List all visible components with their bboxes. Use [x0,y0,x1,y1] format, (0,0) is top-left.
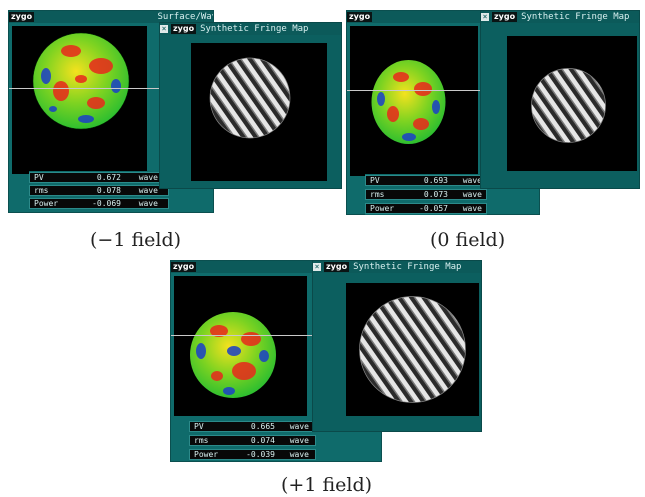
fringe-map-title: Synthetic Fringe Map [200,24,309,34]
zygo-logo: zygo [347,12,373,22]
stat-value: 0.665 [250,422,275,431]
stat-value: 0.672 [96,173,121,182]
stat-unit: wave [462,190,482,199]
stats-panel: PV 0.672 wave rms 0.078 wave Power -0.06… [29,171,169,209]
close-icon[interactable]: × [481,12,489,21]
profile-line [171,335,321,336]
stat-label: rms [370,190,385,199]
surface-map-plot [32,32,130,130]
stat-row-power: Power -0.057 wave [365,203,487,214]
stat-value: 0.073 [423,190,448,199]
stat-unit: wave [462,204,482,213]
stat-value: -0.069 [92,199,121,208]
stats-panel: PV 0.693 wave rms 0.073 wave Power -0.05… [365,174,487,215]
stat-label: Power [370,204,395,213]
surface-map-plot [371,60,446,144]
stat-row-pv: PV 0.672 wave [29,172,169,183]
caption-minus-1-field: (−1 field) [90,229,182,251]
stat-row-rms: rms 0.074 wave [189,435,316,446]
profile-line [347,90,482,91]
fringe-map-titlebar[interactable]: × zygo Synthetic Fringe Map [160,23,341,35]
fringe-map-window[interactable]: × zygo Synthetic Fringe Map [480,10,640,189]
stat-value: -0.057 [419,204,448,213]
zygo-logo: zygo [324,262,350,272]
surface-map-title: Surface/Wavefront Map [157,12,213,22]
stat-value: 0.693 [423,176,448,185]
stat-unit: wave [138,199,158,208]
zygo-logo: zygo [171,24,197,34]
stats-panel: PV 0.665 wave rms 0.074 wave Power -0.03… [189,419,316,461]
fringe-map-title: Synthetic Fringe Map [521,12,630,22]
stat-unit: wave [138,173,158,182]
stat-label: rms [34,186,49,195]
stat-row-power: Power -0.069 wave [29,198,169,209]
stat-value: -0.039 [246,450,275,459]
stat-label: Power [34,199,59,208]
fringe-map-plot [531,68,606,143]
panel-plus-1-field: zygo PV 0.665 wave [170,260,482,462]
map-red-patches [53,45,113,109]
stat-unit: wave [289,422,309,431]
zygo-logo: zygo [9,12,35,22]
stat-unit: wave [138,186,158,195]
stat-label: PV [34,173,44,182]
map-blue-patches [41,68,121,123]
fringe-map-plot [209,57,291,139]
fringe-map-titlebar[interactable]: × zygo Synthetic Fringe Map [481,11,639,23]
profile-line [9,88,159,89]
surface-map-plot [190,312,276,398]
fringe-map-window[interactable]: × zygo Synthetic Fringe Map [312,260,482,432]
surface-map-titlebar[interactable]: zygo Surface/Wavefront Map [9,11,213,23]
zygo-logo: zygo [492,12,518,22]
fringe-map-title: Synthetic Fringe Map [353,262,462,272]
map-blue-patches [196,343,269,395]
map-red-patches [387,72,432,130]
panel-minus-1-field: zygo Surface/Wavefront Map [8,10,342,213]
fringe-map-window[interactable]: × zygo Synthetic Fringe Map [159,22,342,189]
caption-0-field: (0 field) [430,229,506,251]
stat-unit: wave [289,436,309,445]
stat-label: Power [194,450,219,459]
stat-value: 0.074 [250,436,275,445]
panel-0-field: zygo PV 0.693 wave [346,10,640,215]
stat-row-power: Power -0.039 wave [189,449,316,460]
stat-unit: wave [462,176,482,185]
map-blue-patches [377,92,440,141]
stat-label: rms [194,436,209,445]
stat-row-pv: PV 0.665 wave [189,421,316,432]
stat-value: 0.078 [96,186,121,195]
stat-row-pv: PV 0.693 wave [365,175,487,186]
close-icon[interactable]: × [313,262,321,271]
stat-label: PV [194,422,204,431]
stat-unit: wave [289,450,309,459]
stat-row-rms: rms 0.073 wave [365,189,487,200]
stat-row-rms: rms 0.078 wave [29,185,169,196]
close-icon[interactable]: × [160,24,168,33]
caption-plus-1-field: (+1 field) [281,474,373,496]
stat-label: PV [370,176,380,185]
fringe-map-plot [359,296,466,403]
fringe-map-titlebar[interactable]: × zygo Synthetic Fringe Map [313,261,481,273]
zygo-logo: zygo [171,262,197,272]
